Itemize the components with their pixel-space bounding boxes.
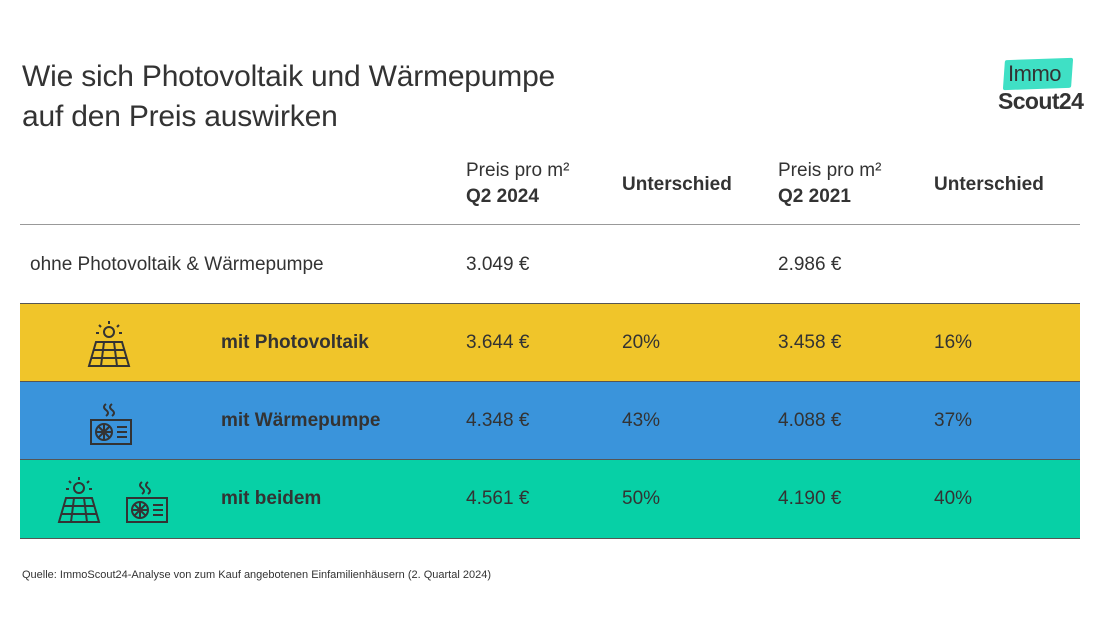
diff-2024-cell: 43% [622, 410, 661, 431]
logo-scout-text: Scout24 [998, 88, 1084, 114]
solar-panel-icon [57, 477, 101, 523]
diff-2021-cell: 37% [934, 410, 973, 431]
page-title: Wie sich Photovoltaik und Wärmepumpe auf… [22, 57, 555, 137]
row-label: mit beidem [221, 488, 322, 509]
solar-panel-icon [87, 321, 131, 367]
header-price-2021: Preis pro m² Q2 2021 [778, 158, 881, 210]
heat-pump-icon [90, 403, 132, 445]
row-label: ohne Photovoltaik & Wärmepumpe [30, 254, 324, 275]
diff-2024-cell: 50% [622, 488, 661, 509]
price-2021-cell: 3.458 € [778, 332, 842, 353]
price-2021-cell: 2.986 € [778, 254, 842, 275]
table-row: mit Photovoltaik 3.644 € 20% 3.458 € 16% [20, 303, 1080, 382]
price-2021-cell: 4.190 € [778, 488, 842, 509]
price-2024-cell: 4.348 € [466, 410, 530, 431]
header-price-2024-period: Q2 2024 [466, 186, 539, 207]
table-row: ohne Photovoltaik & Wärmepumpe 3.049 € 2… [20, 226, 1080, 303]
diff-2021-cell: 40% [934, 488, 973, 509]
immoscout24-logo: Immo Scout24 [996, 57, 1086, 119]
price-2021-cell: 4.088 € [778, 410, 842, 431]
header-diff-2021: Unterschied [934, 174, 1044, 195]
source-note: Quelle: ImmoScout24-Analyse von zum Kauf… [22, 569, 491, 581]
header-price-2021-label: Preis pro m² [778, 160, 882, 181]
price-2024-cell: 3.049 € [466, 254, 530, 275]
heat-pump-icon [126, 481, 168, 523]
header-price-2021-period: Q2 2021 [778, 186, 851, 207]
title-line-2: auf den Preis auswirken [22, 100, 338, 133]
diff-2021-cell: 16% [934, 332, 973, 353]
price-2024-cell: 4.561 € [466, 488, 530, 509]
header-price-2024-label: Preis pro m² [466, 160, 570, 181]
row-label: mit Photovoltaik [221, 332, 369, 353]
table-row: mit beidem 4.561 € 50% 4.190 € 40% [20, 459, 1080, 539]
price-2024-cell: 3.644 € [466, 332, 530, 353]
header-divider [20, 224, 1080, 225]
row-label: mit Wärmepumpe [221, 410, 381, 431]
diff-2024-cell: 20% [622, 332, 661, 353]
title-line-1: Wie sich Photovoltaik und Wärmepumpe [22, 60, 556, 93]
header-price-2024: Preis pro m² Q2 2024 [466, 158, 569, 210]
logo-immo-text: Immo [1008, 61, 1062, 86]
header-diff-2024: Unterschied [622, 174, 732, 195]
table-row: mit Wärmepumpe 4.348 € 43% 4.088 € 37% [20, 381, 1080, 460]
